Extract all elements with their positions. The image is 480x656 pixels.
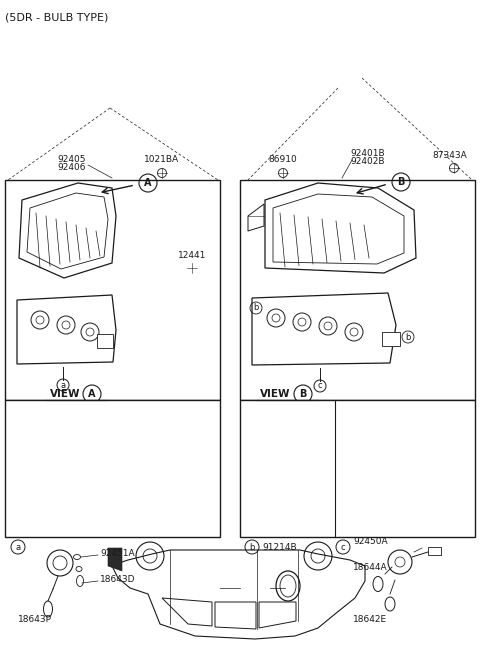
Text: VIEW: VIEW <box>260 389 290 399</box>
Text: 92401B: 92401B <box>351 148 385 157</box>
Text: 1021BA: 1021BA <box>144 155 180 165</box>
Text: b: b <box>253 304 259 312</box>
Text: 92402B: 92402B <box>351 157 385 165</box>
Text: 86910: 86910 <box>269 155 298 165</box>
FancyBboxPatch shape <box>97 334 113 348</box>
FancyBboxPatch shape <box>5 180 220 400</box>
Text: b: b <box>249 543 255 552</box>
Text: 18643P: 18643P <box>18 615 52 625</box>
FancyBboxPatch shape <box>240 400 475 537</box>
Text: 92405: 92405 <box>58 155 86 165</box>
Text: A: A <box>144 178 152 188</box>
Text: a: a <box>15 543 21 552</box>
FancyBboxPatch shape <box>240 180 475 400</box>
Text: 92406: 92406 <box>58 163 86 173</box>
Text: a: a <box>60 380 66 390</box>
Text: A: A <box>88 389 96 399</box>
Text: 87343A: 87343A <box>432 150 468 159</box>
Text: 18642E: 18642E <box>353 615 387 623</box>
Text: B: B <box>300 389 307 399</box>
Text: c: c <box>318 382 322 390</box>
Text: (5DR - BULB TYPE): (5DR - BULB TYPE) <box>5 12 108 22</box>
Text: 12441: 12441 <box>178 251 206 260</box>
FancyBboxPatch shape <box>382 332 400 346</box>
Text: 18644A: 18644A <box>353 564 388 573</box>
Text: B: B <box>397 177 405 187</box>
Polygon shape <box>108 548 122 571</box>
Text: 92451A: 92451A <box>100 548 134 558</box>
Text: b: b <box>405 333 411 342</box>
Text: 18643D: 18643D <box>100 575 135 583</box>
Text: 92450A: 92450A <box>353 537 388 546</box>
FancyBboxPatch shape <box>428 547 441 555</box>
Text: VIEW: VIEW <box>50 389 81 399</box>
Text: c: c <box>341 543 345 552</box>
FancyBboxPatch shape <box>5 400 220 537</box>
Text: 91214B: 91214B <box>262 543 297 552</box>
